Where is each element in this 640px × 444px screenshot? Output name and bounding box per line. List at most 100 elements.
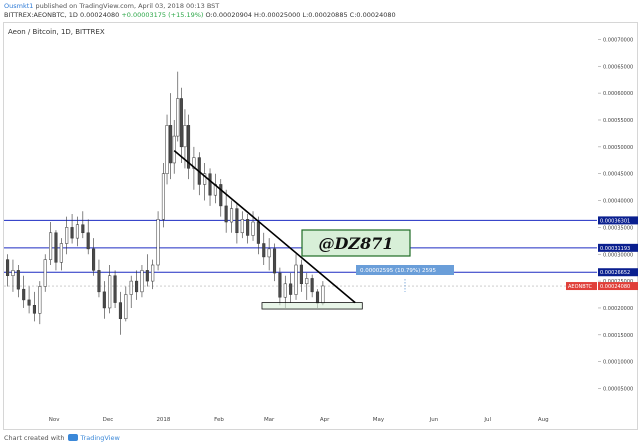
candle-body (70, 227, 74, 239)
candle-body (92, 248, 96, 271)
publish-info: Ousmkt1 published on TradingView.com, Ap… (4, 2, 640, 11)
candle-body (176, 98, 180, 137)
y-tick-label: 0.00050000 (603, 145, 633, 151)
footer: Chart created with TradingView (4, 431, 120, 444)
candle-body (272, 248, 277, 274)
publish-text: published on TradingView.com, April 03, … (35, 2, 220, 10)
candle-body (161, 173, 165, 220)
candle-body (27, 299, 31, 306)
x-tick-label: Feb (214, 417, 224, 423)
candle-body (256, 221, 260, 244)
price-value: 0.00024080 (79, 11, 120, 19)
price-change: +0.00003175 (+15.19%) (121, 11, 204, 19)
author-link[interactable]: Ousmkt1 (4, 2, 34, 10)
candle-body (172, 135, 176, 164)
candle-body (267, 248, 271, 258)
y-tick-label: 0.00020000 (603, 306, 633, 312)
y-tick-label: 0.00065000 (603, 64, 633, 70)
symbol-line: BITTREX:AEONBTC, 1D (4, 11, 78, 19)
chart-title: Aeon / Bitcoin, 1D, BITTREX (8, 28, 105, 36)
watermark-box (301, 229, 411, 257)
candle-body (208, 173, 212, 196)
x-tick-label: Apr (320, 417, 330, 423)
symbol-badge-label: AEONBTC (568, 284, 592, 290)
candle-body (22, 288, 26, 301)
y-tick-label: 0.00005000 (603, 387, 633, 393)
candle-body (97, 270, 101, 293)
candle-body (321, 285, 325, 304)
y-tick-label: 0.00070000 (603, 37, 633, 43)
x-tick-label: 2018 (156, 417, 170, 423)
price-badge-label: 0.00031193 (600, 246, 630, 252)
candle-body (102, 291, 106, 309)
price-badge-label: 0.00026652 (600, 270, 630, 276)
candle-body (299, 264, 303, 285)
candle-body (16, 270, 20, 290)
candle-body (246, 219, 250, 236)
candle-body (278, 272, 282, 298)
x-tick-label: Jul (483, 417, 491, 423)
candle-body (108, 275, 112, 309)
y-tick-label: 0.00060000 (603, 91, 633, 97)
y-tick-label: 0.00035000 (603, 225, 633, 231)
candle-body (113, 275, 117, 303)
y-tick-label: 0.00040000 (603, 199, 633, 205)
x-tick-label: Aug (538, 417, 549, 423)
candle-body (81, 224, 85, 234)
candle-body (310, 278, 314, 293)
support-box (261, 302, 363, 310)
candle-body (135, 280, 139, 293)
candle-body (224, 205, 228, 223)
candle-body (229, 208, 234, 223)
candle-body (219, 184, 223, 207)
y-tick-label: 0.00010000 (603, 360, 633, 366)
candle-body (129, 280, 133, 295)
tradingview-logo-icon (67, 434, 78, 441)
candle-body (11, 270, 15, 276)
x-tick-label: Mar (264, 417, 275, 423)
trendline (173, 149, 356, 304)
price-badge (598, 243, 638, 252)
candle-body (179, 98, 183, 148)
chart-frame (3, 22, 638, 430)
price-badge (598, 216, 638, 225)
candle-body (65, 227, 69, 244)
candle-body (118, 302, 123, 319)
candle-body (32, 305, 37, 314)
x-tick-label: May (373, 417, 385, 423)
y-tick-label: 0.00030000 (603, 252, 633, 258)
candle-body (183, 125, 187, 148)
candle-body (262, 243, 266, 258)
x-tick-label: Dec (103, 417, 114, 423)
candle-body (49, 232, 53, 260)
footer-brand[interactable]: TradingView (80, 433, 120, 442)
candle-body (294, 264, 298, 295)
ohlc-values: O:0.00020904 H:0.00025000 L:0.00020885 C… (205, 11, 396, 19)
x-tick-label: Jun (429, 417, 439, 423)
measure-label: 0.00002595 (10.79%) 2595 (360, 268, 436, 274)
chart-header: Ousmkt1 published on TradingView.com, Ap… (0, 0, 640, 22)
candle-body (289, 283, 293, 295)
measure-label-bg (356, 265, 454, 275)
candle-body (124, 294, 128, 319)
candle-body (240, 219, 244, 234)
y-tick-label: 0.00055000 (603, 118, 633, 124)
candle-body (186, 125, 191, 169)
candle-body (235, 208, 239, 234)
candle-body (145, 270, 149, 282)
watermark-text: @DZ871 (319, 234, 394, 253)
candle-body (151, 264, 155, 282)
symbol-info: BITTREX:AEONBTC, 1D 0.00024080 +0.000031… (4, 11, 640, 20)
price-badge-label: 0.00036301 (600, 218, 630, 224)
y-tick-label: 0.00015000 (603, 333, 633, 339)
price-badge (598, 268, 638, 277)
candle-body (305, 278, 309, 285)
candle-body (86, 232, 90, 250)
candle-body (59, 243, 63, 263)
y-tick-label: 0.00045000 (603, 172, 633, 178)
candle-body (165, 125, 169, 174)
last-price-badge (598, 282, 638, 291)
candle-body (6, 259, 10, 276)
candle-body (251, 221, 255, 236)
